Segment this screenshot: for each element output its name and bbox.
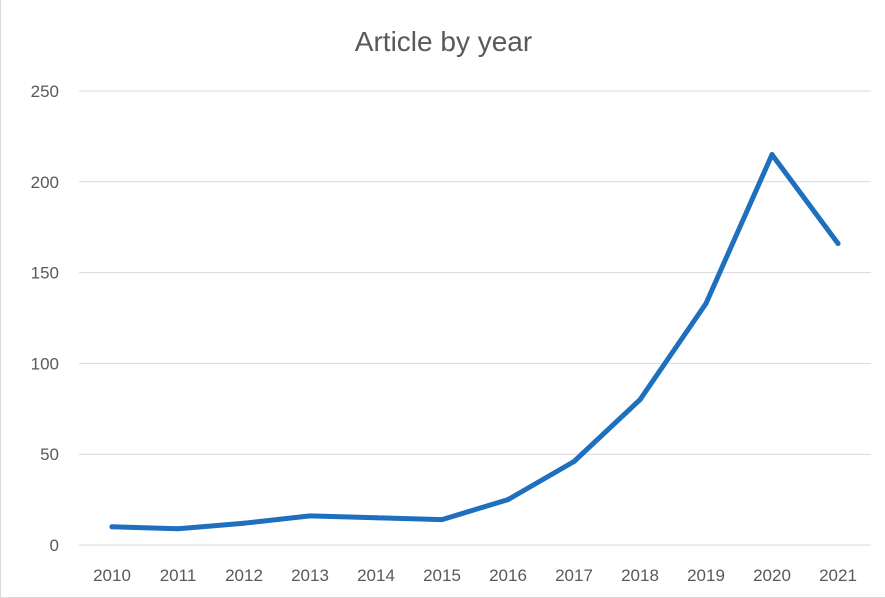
y-axis-ticks: 0 50 100 150 200 250 — [31, 82, 59, 555]
data-point-2015 — [439, 517, 445, 523]
data-point-2020 — [769, 152, 775, 158]
y-tick-label: 200 — [31, 173, 59, 192]
x-tick-label: 2020 — [753, 566, 791, 585]
data-point-2016 — [505, 497, 511, 503]
x-tick-label: 2021 — [819, 566, 857, 585]
chart-title: Article by year — [354, 26, 533, 57]
data-point-2013 — [307, 513, 313, 519]
x-tick-label: 2019 — [687, 566, 725, 585]
data-point-2019 — [703, 300, 709, 306]
data-point-2011 — [175, 526, 181, 532]
data-point-2021 — [835, 241, 841, 247]
y-tick-label: 150 — [31, 264, 59, 283]
x-tick-label: 2018 — [621, 566, 659, 585]
series-line — [109, 152, 841, 532]
x-tick-label: 2011 — [160, 566, 197, 585]
x-tick-label: 2017 — [555, 566, 593, 585]
y-tick-label: 50 — [40, 445, 59, 464]
gridlines — [79, 90, 871, 546]
x-tick-label: 2012 — [225, 566, 263, 585]
x-tick-label: 2010 — [93, 566, 131, 585]
x-tick-label: 2013 — [291, 566, 329, 585]
data-point-2010 — [109, 524, 115, 530]
y-tick-label: 250 — [31, 82, 59, 101]
x-tick-label: 2014 — [357, 566, 395, 585]
data-point-2012 — [241, 520, 247, 526]
x-tick-label: 2016 — [489, 566, 527, 585]
series-layer — [109, 152, 841, 532]
y-tick-label: 100 — [31, 354, 59, 373]
data-point-2017 — [571, 458, 577, 464]
data-point-2014 — [373, 515, 379, 521]
x-axis-ticks: 2010 2011 2012 2013 2014 2015 2016 2017 2018 2019… — [93, 566, 857, 585]
x-tick-label: 2015 — [423, 566, 461, 585]
y-tick-label: 0 — [50, 536, 59, 555]
data-point-2018 — [637, 397, 643, 403]
